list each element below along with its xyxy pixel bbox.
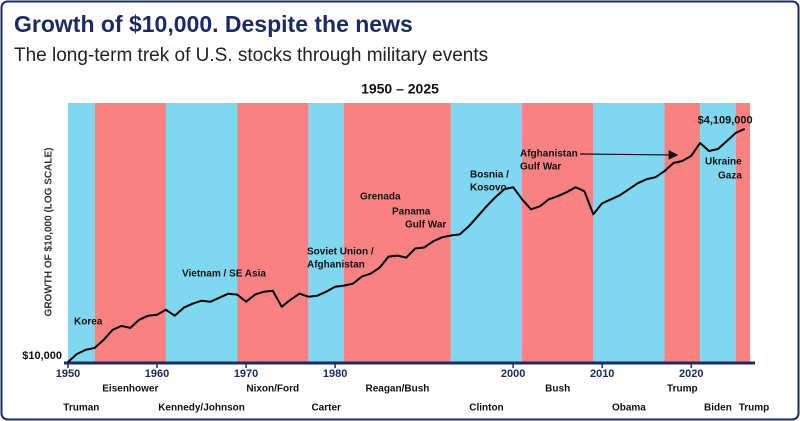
x-tick-label: 2020 bbox=[679, 368, 703, 380]
growth-line bbox=[67, 127, 746, 363]
x-tick-label: 2010 bbox=[590, 368, 614, 380]
term-band bbox=[237, 103, 309, 362]
event-label: Soviet Union / bbox=[307, 247, 374, 258]
event-label: Grenada bbox=[360, 192, 401, 203]
event-label: Afghanistan bbox=[307, 260, 365, 271]
term-band bbox=[700, 103, 736, 362]
term-band bbox=[94, 103, 166, 362]
x-tick-label: 1980 bbox=[323, 368, 347, 380]
value-label: $4,109,000 bbox=[698, 115, 753, 127]
president-label: Obama bbox=[612, 403, 646, 414]
event-label: Vietnam / SE Asia bbox=[182, 269, 266, 280]
term-band bbox=[522, 103, 594, 362]
chart-subtitle: The long-term trek of U.S. stocks throug… bbox=[14, 45, 488, 66]
period: 1950 – 2025 bbox=[361, 81, 439, 97]
term-band bbox=[735, 103, 750, 362]
president-label: Trump bbox=[739, 403, 770, 414]
event-label: Gulf War bbox=[405, 220, 446, 231]
event-label: Ukraine bbox=[705, 157, 742, 168]
event-label: Kosovo bbox=[470, 183, 507, 194]
y-tick-label: $10,000 bbox=[22, 350, 62, 362]
term-band bbox=[593, 103, 665, 362]
bands bbox=[68, 103, 750, 362]
x-tick-label: 1970 bbox=[234, 368, 258, 380]
term-band bbox=[165, 103, 238, 362]
term-band bbox=[344, 103, 451, 362]
x-tick-label: 1950 bbox=[56, 368, 80, 380]
president-label: Clinton bbox=[469, 403, 503, 414]
term-band bbox=[664, 103, 701, 362]
event-label: Gulf War bbox=[520, 162, 561, 173]
president-label: Reagan/Bush bbox=[365, 384, 429, 395]
x-tick-label: 2000 bbox=[501, 368, 525, 380]
president-label: Bush bbox=[545, 384, 570, 395]
president-label: Trump bbox=[667, 384, 698, 395]
president-label: Truman bbox=[63, 403, 99, 414]
y-axis-label: GROWTH OF $10,000 (LOG SCALE) bbox=[44, 148, 55, 317]
president-label: Carter bbox=[311, 403, 341, 414]
x-tick-label: 1960 bbox=[145, 368, 169, 380]
event-label: Bosnia / bbox=[470, 170, 509, 181]
term-band bbox=[68, 103, 95, 362]
event-label: Korea bbox=[74, 317, 103, 328]
president-label: Nixon/Ford bbox=[246, 384, 299, 395]
event-label: Afghanistan bbox=[520, 149, 578, 160]
president-label: Biden bbox=[704, 403, 732, 414]
event-label: Gaza bbox=[718, 171, 742, 182]
president-label: Kennedy/Johnson bbox=[158, 403, 245, 414]
event-arrow bbox=[579, 150, 679, 160]
president-label: Eisenhower bbox=[102, 384, 158, 395]
term-band bbox=[308, 103, 345, 362]
event-label: Panama bbox=[392, 207, 431, 218]
chart-title: Growth of $10,000. Despite the news bbox=[14, 11, 413, 37]
